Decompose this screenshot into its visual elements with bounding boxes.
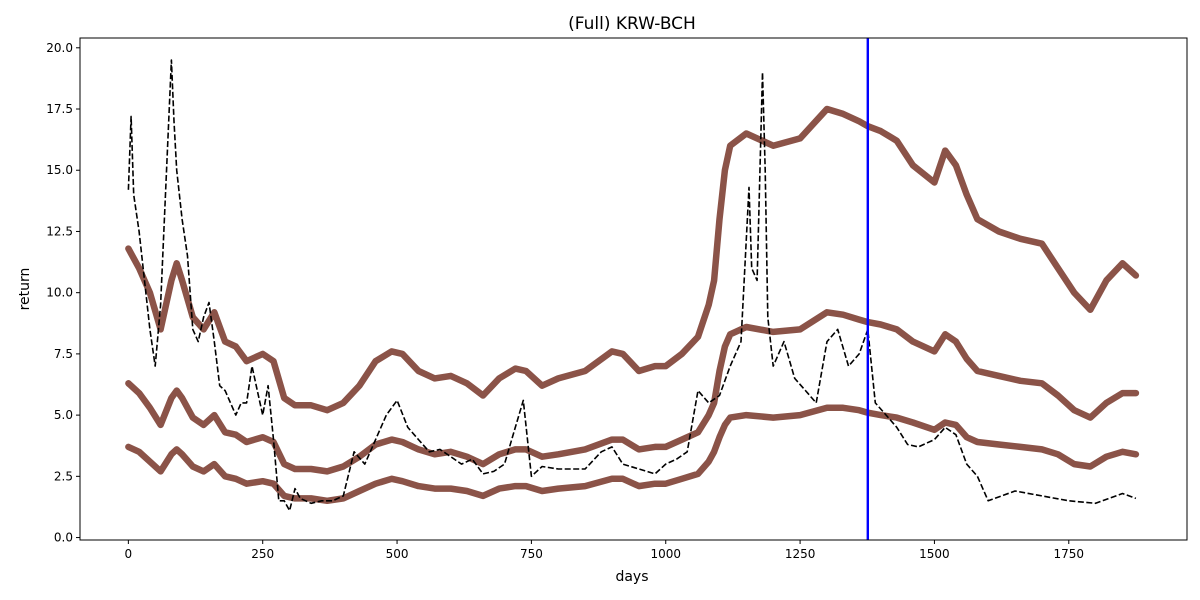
lower-band-line — [125, 404, 1140, 505]
y-tick-label: 0.0 — [54, 531, 73, 545]
x-tick-label: 1000 — [650, 547, 681, 561]
x-tick-label: 250 — [251, 547, 274, 561]
y-tick-label: 20.0 — [46, 41, 73, 55]
x-tick-label: 750 — [520, 547, 543, 561]
y-tick-label: 5.0 — [54, 408, 73, 422]
chart-title: (Full) KRW-BCH — [568, 14, 696, 34]
y-tick-label: 10.0 — [46, 286, 73, 300]
y-axis: 0.0 2.5 5.0 7.5 10.0 12.5 15.0 17.5 20.0 — [46, 41, 80, 545]
x-axis: 0 250 500 750 1000 1250 1500 1750 — [125, 540, 1085, 561]
y-tick-label: 17.5 — [46, 102, 73, 116]
x-tick-label: 500 — [386, 547, 409, 561]
x-tick-label: 1250 — [785, 547, 816, 561]
plot-frame — [79, 37, 1188, 541]
price-line — [127, 59, 1137, 512]
y-tick-label: 15.0 — [46, 163, 73, 177]
x-tick-label: 1500 — [919, 547, 950, 561]
upper-band-line — [125, 105, 1140, 414]
x-tick-label: 0 — [125, 547, 133, 561]
y-axis-label: return — [17, 268, 33, 311]
y-tick-label: 2.5 — [54, 469, 73, 483]
plot-area — [79, 37, 1188, 541]
middle-band-line — [125, 309, 1140, 475]
series-layer — [125, 59, 1140, 512]
x-axis-label: days — [615, 569, 648, 585]
y-tick-label: 7.5 — [54, 347, 73, 361]
x-tick-label: 1750 — [1054, 547, 1085, 561]
y-tick-label: 12.5 — [46, 224, 73, 238]
